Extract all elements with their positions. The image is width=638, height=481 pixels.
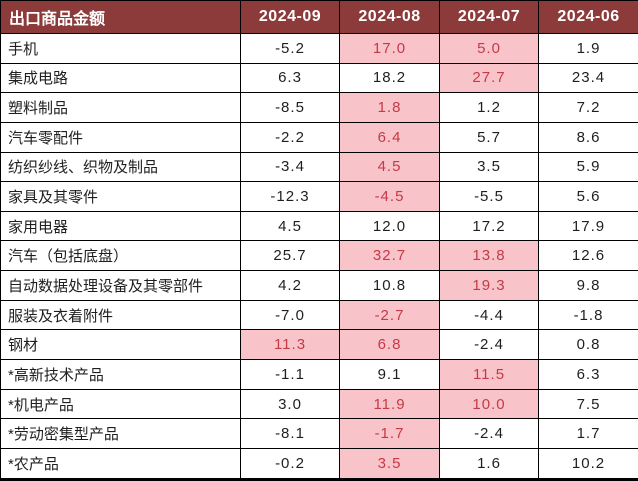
value-cell: 7.5	[538, 388, 638, 420]
column-header-2024-08: 2024-08	[339, 0, 440, 34]
table-row: 家具及其零件 -12.3 -4.5 -5.5 5.6	[0, 181, 638, 212]
value-cell: 12.6	[538, 240, 638, 272]
value-cell-highlighted: 32.7	[339, 240, 440, 272]
value-cell: -8.5	[240, 92, 340, 123]
value-cell-highlighted: 3.5	[339, 447, 440, 481]
value-cell: 10.2	[538, 447, 638, 481]
value-cell: 5.7	[439, 121, 539, 153]
row-label: *劳动密集型产品	[0, 418, 241, 449]
value-cell: 5.6	[538, 181, 638, 212]
value-cell-highlighted: 11.3	[240, 329, 340, 361]
table-row: *机电产品 3.0 11.9 10.0 7.5	[0, 388, 638, 420]
value-cell-highlighted: 10.0	[439, 388, 539, 420]
value-cell: -1.8	[538, 299, 638, 331]
value-cell: -2.2	[240, 121, 340, 153]
value-cell: 10.8	[339, 270, 440, 301]
row-label: *机电产品	[0, 388, 241, 420]
row-label: 塑料制品	[0, 92, 241, 123]
value-cell: 17.2	[439, 210, 539, 242]
value-cell: 6.3	[240, 62, 340, 94]
value-cell: -8.1	[240, 418, 340, 449]
column-header-2024-07: 2024-07	[439, 0, 539, 34]
table-row: 家用电器 4.5 12.0 17.2 17.9	[0, 210, 638, 242]
value-cell: -3.4	[240, 151, 340, 183]
value-cell-highlighted: 13.8	[439, 240, 539, 272]
value-cell-highlighted: 5.0	[439, 33, 539, 64]
value-cell: -1.1	[240, 359, 340, 390]
value-cell: 9.1	[339, 359, 440, 390]
value-cell-highlighted: 1.8	[339, 92, 440, 123]
row-label: 家用电器	[0, 210, 241, 242]
value-cell: -2.4	[439, 418, 539, 449]
table-row: *劳动密集型产品 -8.1 -1.7 -2.4 1.7	[0, 418, 638, 449]
value-cell-highlighted: 19.3	[439, 270, 539, 301]
value-cell: 17.9	[538, 210, 638, 242]
value-cell: 1.7	[538, 418, 638, 449]
table-row: 集成电路 6.3 18.2 27.7 23.4	[0, 62, 638, 94]
value-cell-highlighted: 11.5	[439, 359, 539, 390]
value-cell: -2.4	[439, 329, 539, 361]
value-cell: 12.0	[339, 210, 440, 242]
value-cell-highlighted: -4.5	[339, 181, 440, 212]
value-cell: 1.9	[538, 33, 638, 64]
value-cell: -7.0	[240, 299, 340, 331]
value-cell: 3.5	[439, 151, 539, 183]
table-row: *农产品 -0.2 3.5 1.6 10.2	[0, 447, 638, 481]
table-row: 自动数据处理设备及其零部件 4.2 10.8 19.3 9.8	[0, 270, 638, 301]
value-cell-highlighted: -2.7	[339, 299, 440, 331]
value-cell-highlighted: 4.5	[339, 151, 440, 183]
value-cell-highlighted: 6.8	[339, 329, 440, 361]
value-cell: 1.6	[439, 447, 539, 481]
value-cell: 1.2	[439, 92, 539, 123]
row-label: 钢材	[0, 329, 241, 361]
column-header-2024-06: 2024-06	[538, 0, 638, 34]
value-cell: 9.8	[538, 270, 638, 301]
row-label: 手机	[0, 33, 241, 64]
value-cell: 18.2	[339, 62, 440, 94]
value-cell: -5.2	[240, 33, 340, 64]
value-cell: -5.5	[439, 181, 539, 212]
row-label: 汽车（包括底盘）	[0, 240, 241, 272]
table-row: 汽车（包括底盘） 25.7 32.7 13.8 12.6	[0, 240, 638, 272]
value-cell: 25.7	[240, 240, 340, 272]
value-cell: 8.6	[538, 121, 638, 153]
row-label: *高新技术产品	[0, 359, 241, 390]
value-cell-highlighted: 27.7	[439, 62, 539, 94]
value-cell-highlighted: 17.0	[339, 33, 440, 64]
row-label: 服装及衣着附件	[0, 299, 241, 331]
row-label: 汽车零配件	[0, 121, 241, 153]
value-cell: -12.3	[240, 181, 340, 212]
table-row: 塑料制品 -8.5 1.8 1.2 7.2	[0, 92, 638, 123]
row-label: *农产品	[0, 447, 241, 481]
value-cell-highlighted: 11.9	[339, 388, 440, 420]
value-cell: 23.4	[538, 62, 638, 94]
value-cell: 5.9	[538, 151, 638, 183]
table-row: 手机 -5.2 17.0 5.0 1.9	[0, 33, 638, 64]
row-label: 自动数据处理设备及其零部件	[0, 270, 241, 301]
column-header-2024-09: 2024-09	[240, 0, 340, 34]
value-cell-highlighted: 6.4	[339, 121, 440, 153]
table-row: 纺织纱线、织物及制品 -3.4 4.5 3.5 5.9	[0, 151, 638, 183]
value-cell-highlighted: -1.7	[339, 418, 440, 449]
value-cell: 0.8	[538, 329, 638, 361]
table-row: *高新技术产品 -1.1 9.1 11.5 6.3	[0, 359, 638, 390]
value-cell: 6.3	[538, 359, 638, 390]
row-label: 纺织纱线、织物及制品	[0, 151, 241, 183]
value-cell: 4.2	[240, 270, 340, 301]
value-cell: 4.5	[240, 210, 340, 242]
value-cell: 7.2	[538, 92, 638, 123]
table-title: 出口商品金额	[0, 0, 241, 34]
table-body: 手机 -5.2 17.0 5.0 1.9 集成电路 6.3 18.2 27.7 23.4 塑料制品 -…	[0, 33, 638, 481]
row-label: 家具及其零件	[0, 181, 241, 212]
table-row: 汽车零配件 -2.2 6.4 5.7 8.6	[0, 121, 638, 153]
table-row: 服装及衣着附件 -7.0 -2.7 -4.4 -1.8	[0, 299, 638, 331]
value-cell: 3.0	[240, 388, 340, 420]
table-row: 钢材 11.3 6.8 -2.4 0.8	[0, 329, 638, 361]
header-row: 出口商品金额 2024-09 2024-08 2024-07 2024-06	[0, 0, 638, 34]
row-label: 集成电路	[0, 62, 241, 94]
value-cell: -0.2	[240, 447, 340, 481]
value-cell: -4.4	[439, 299, 539, 331]
